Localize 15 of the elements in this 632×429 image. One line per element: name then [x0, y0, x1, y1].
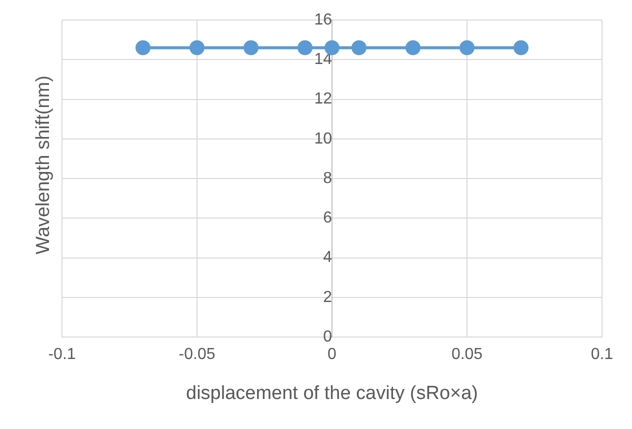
x-tick-label: -0.1 — [48, 346, 76, 364]
y-tick-label: 6 — [323, 210, 332, 227]
y-tick-label: 4 — [323, 249, 332, 266]
y-tick-label: 10 — [314, 130, 332, 148]
y-tick-label: 16 — [314, 11, 332, 28]
y-tick-label: 2 — [323, 288, 332, 306]
y-axis-title: Wavelength shift(nm) — [33, 76, 55, 254]
y-tick-label: 8 — [323, 170, 332, 187]
y-tick-label: 14 — [314, 51, 332, 68]
x-tick-label: 0.05 — [451, 346, 483, 364]
x-tick-label: -0.05 — [178, 346, 216, 364]
y-tick-label: 12 — [314, 90, 332, 108]
x-tick-label: 0.1 — [590, 346, 614, 364]
x-axis-title: displacement of the cavity (sRo×a) — [186, 382, 478, 404]
y-tick-label: 0 — [323, 328, 332, 346]
